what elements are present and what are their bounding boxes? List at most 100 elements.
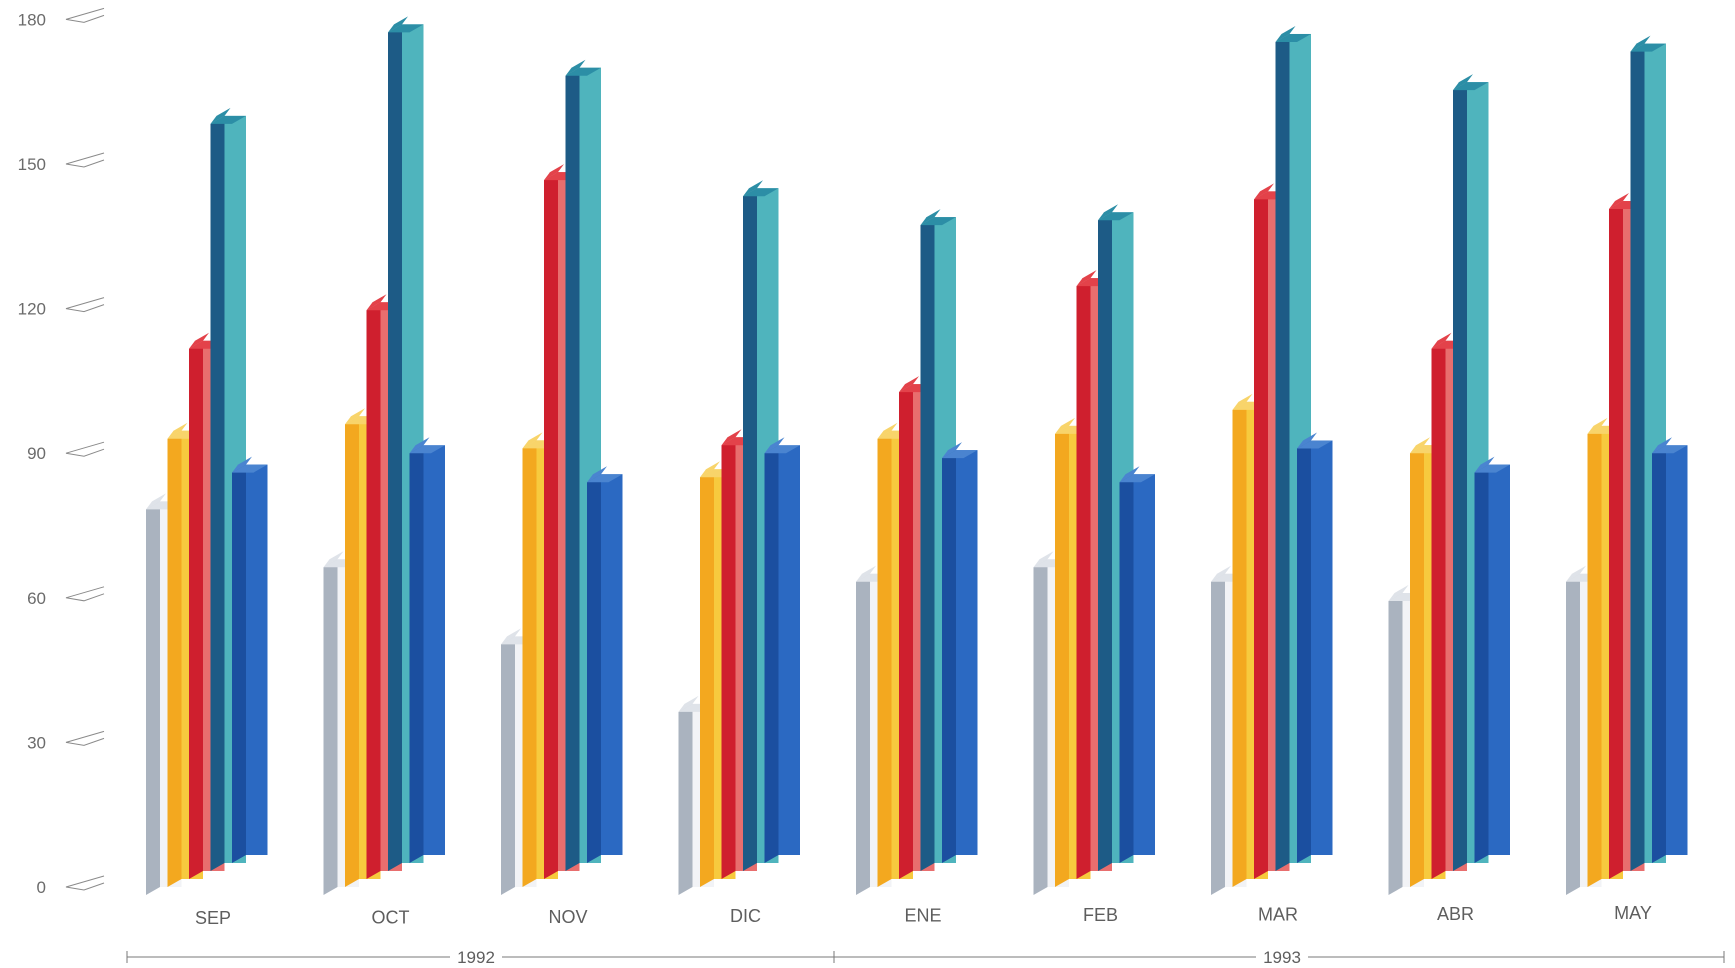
- bar-side: [1388, 592, 1403, 895]
- bar-side: [232, 464, 246, 863]
- bar-top-cap: [678, 695, 699, 712]
- bar-front: [1133, 474, 1155, 855]
- y-tick-mark: [65, 441, 105, 457]
- bar-side: [1587, 425, 1602, 887]
- bar-top: [764, 445, 800, 454]
- category-group: SEP: [146, 107, 268, 928]
- bar-top: [1098, 212, 1134, 221]
- bar-side: [1098, 212, 1112, 872]
- bar-top-cap: [1609, 193, 1629, 210]
- y-tick-label: 120: [18, 300, 46, 319]
- bar-top-cap: [1076, 270, 1097, 287]
- bar-top-cap: [920, 209, 941, 226]
- bar-top-cap: [1098, 204, 1118, 221]
- y-tick-label: 180: [18, 10, 46, 29]
- bar-top-cap: [1055, 417, 1075, 434]
- bar-side: [678, 703, 693, 895]
- category-group: NOV: [501, 59, 623, 927]
- x-tick-label: MAR: [1258, 904, 1298, 924]
- bar-top-cap: [700, 461, 720, 478]
- bar: [409, 437, 445, 863]
- bar-top-cap: [721, 429, 742, 446]
- bar-top: [1652, 445, 1688, 454]
- y-tick-mark: [65, 875, 105, 891]
- bar-top: [565, 67, 601, 76]
- bar-side: [1076, 278, 1091, 879]
- bar-top-cap: [942, 442, 962, 459]
- bar: [1652, 437, 1688, 863]
- bar-top: [1119, 474, 1155, 483]
- bar-top-cap: [856, 565, 876, 582]
- bar-top: [232, 464, 268, 473]
- bar-top-cap: [323, 551, 344, 568]
- bar-top-cap: [899, 376, 919, 393]
- bar-side: [366, 302, 381, 879]
- bar-side: [700, 469, 714, 887]
- y-tick-mark: [65, 586, 105, 602]
- y-tick-label: 60: [27, 589, 46, 608]
- bar-side: [1474, 464, 1489, 863]
- x-tick-label: NOV: [548, 907, 587, 927]
- bar-side: [210, 115, 225, 871]
- year-axis: 1992 1993: [126, 948, 1725, 967]
- bar-top-cap: [587, 466, 607, 483]
- bar-top-cap: [146, 493, 166, 510]
- year-label: 1992: [457, 948, 495, 967]
- year-label: 1993: [1263, 948, 1301, 967]
- bar-side: [1630, 43, 1645, 872]
- bar-top-cap: [189, 332, 209, 349]
- bar-front: [1666, 445, 1688, 855]
- bar-front: [601, 474, 623, 855]
- bar-top-cap: [544, 164, 564, 181]
- bar-side: [942, 450, 956, 863]
- bar-side: [1119, 474, 1134, 863]
- bar-top-cap: [1211, 565, 1231, 582]
- bar-top: [1297, 440, 1333, 449]
- y-tick-mark: [65, 152, 105, 168]
- bar-side: [522, 440, 537, 887]
- bar-side: [501, 636, 515, 895]
- bar-top: [409, 445, 445, 454]
- bar-top-cap: [1388, 584, 1409, 601]
- bar-top: [920, 217, 956, 226]
- y-tick-mark: [65, 7, 105, 23]
- bar: [587, 466, 623, 863]
- bar-top-cap: [1431, 332, 1452, 349]
- bar-top-cap: [1232, 393, 1253, 410]
- category-group: OCT: [323, 16, 445, 927]
- bar: [1297, 432, 1333, 863]
- bar-top: [1275, 33, 1311, 42]
- x-tick-label: DIC: [730, 906, 761, 926]
- bar: [1474, 456, 1510, 863]
- bar-top: [942, 450, 978, 459]
- category-group: MAY: [1566, 35, 1688, 923]
- bar-top-cap: [232, 456, 252, 473]
- bar-top-cap: [1033, 551, 1054, 568]
- bar-top-cap: [1587, 417, 1608, 434]
- category-group: ENE: [856, 209, 978, 926]
- y-tick-mark: [65, 730, 105, 746]
- bar-side: [565, 67, 580, 871]
- bar-side: [743, 188, 757, 871]
- bar-side: [1431, 340, 1446, 879]
- category-group: DIC: [678, 180, 800, 926]
- bar: [232, 456, 268, 863]
- bar-side: [856, 573, 870, 895]
- bar-top-cap: [1474, 456, 1495, 473]
- bar-top-cap: [1652, 437, 1672, 454]
- y-axis: 0 30 60 90 120 150 180: [18, 7, 105, 897]
- bar-top-cap: [1254, 183, 1274, 200]
- bar-side: [1566, 573, 1580, 895]
- bar: [1119, 466, 1155, 863]
- bar-top-cap: [1297, 432, 1317, 449]
- bar-side: [1275, 33, 1290, 871]
- bar-top-cap: [1275, 25, 1296, 42]
- bar-top-cap: [522, 432, 543, 449]
- category-group: FEB: [1033, 204, 1155, 925]
- bar-top-cap: [1566, 565, 1586, 582]
- bar-side: [409, 445, 424, 863]
- x-tick-label: SEP: [195, 908, 231, 928]
- bar-top-cap: [1630, 35, 1651, 52]
- x-tick-label: ABR: [1437, 904, 1474, 924]
